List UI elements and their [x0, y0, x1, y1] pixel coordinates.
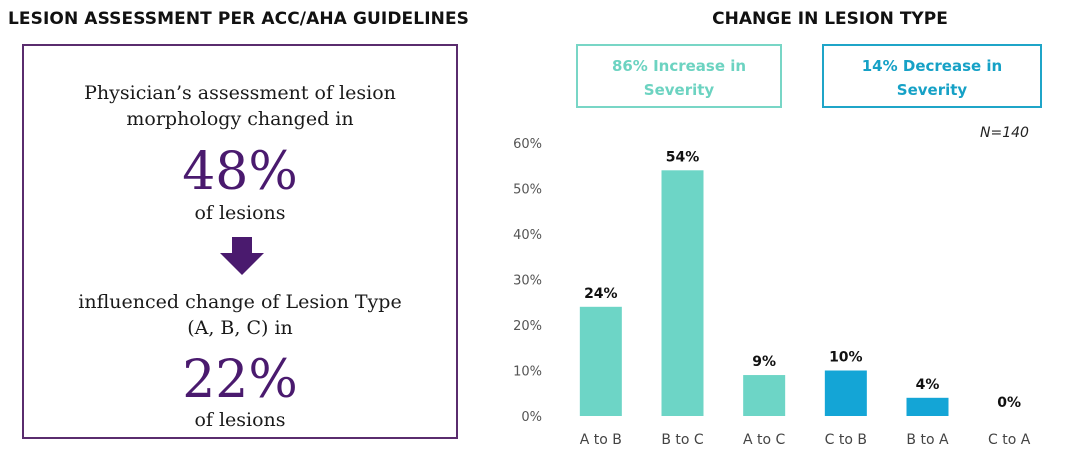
data-label: 10% — [829, 350, 863, 366]
lesion-type-change-text: influenced change of Lesion Type (A, B, … — [78, 291, 402, 339]
y-tick-label: 30% — [513, 274, 542, 289]
bar — [906, 397, 949, 416]
down-arrow-icon — [220, 237, 264, 275]
of-lesions-label: of lesions — [194, 202, 286, 224]
bar — [743, 375, 786, 416]
x-category-label: A to B — [580, 432, 622, 448]
data-label: 54% — [666, 149, 700, 165]
y-tick-label: 50% — [513, 183, 542, 198]
data-label: 24% — [584, 286, 618, 302]
decrease-severity-box: 14% Decrease in Severity — [822, 44, 1042, 108]
bar — [824, 370, 867, 416]
data-label: 9% — [752, 354, 776, 370]
bar — [579, 306, 622, 416]
y-tick-label: 20% — [513, 319, 542, 334]
morphology-change-percent: 48% — [182, 142, 298, 202]
lesion-type-change-percent: 22% — [182, 350, 298, 410]
increase-severity-box: 86% Increase in Severity — [576, 44, 782, 108]
assessment-intro-text: Physician’s assessment of lesion morphol… — [84, 82, 396, 130]
x-category-label: C to B — [825, 432, 867, 448]
lesion-assessment-box: Physician’s assessment of lesion morphol… — [22, 44, 458, 439]
y-tick-label: 40% — [513, 228, 542, 243]
x-category-label: B to C — [661, 432, 704, 448]
y-tick-label: 0% — [521, 410, 542, 425]
sample-size-label: N=140 — [980, 125, 1029, 141]
data-label: 0% — [997, 395, 1021, 411]
x-category-label: B to A — [906, 432, 949, 448]
bar — [661, 170, 704, 416]
x-category-label: A to C — [743, 432, 786, 448]
y-tick-label: 10% — [513, 365, 542, 380]
of-lesions-label-2: of lesions — [194, 409, 286, 431]
x-category-label: C to A — [988, 432, 1031, 448]
chart-panel-title: CHANGE IN LESION TYPE — [712, 9, 948, 29]
left-panel-title: LESION ASSESSMENT PER ACC/AHA GUIDELINES — [8, 9, 470, 29]
data-label: 4% — [916, 377, 940, 393]
y-tick-label: 60% — [513, 137, 542, 152]
